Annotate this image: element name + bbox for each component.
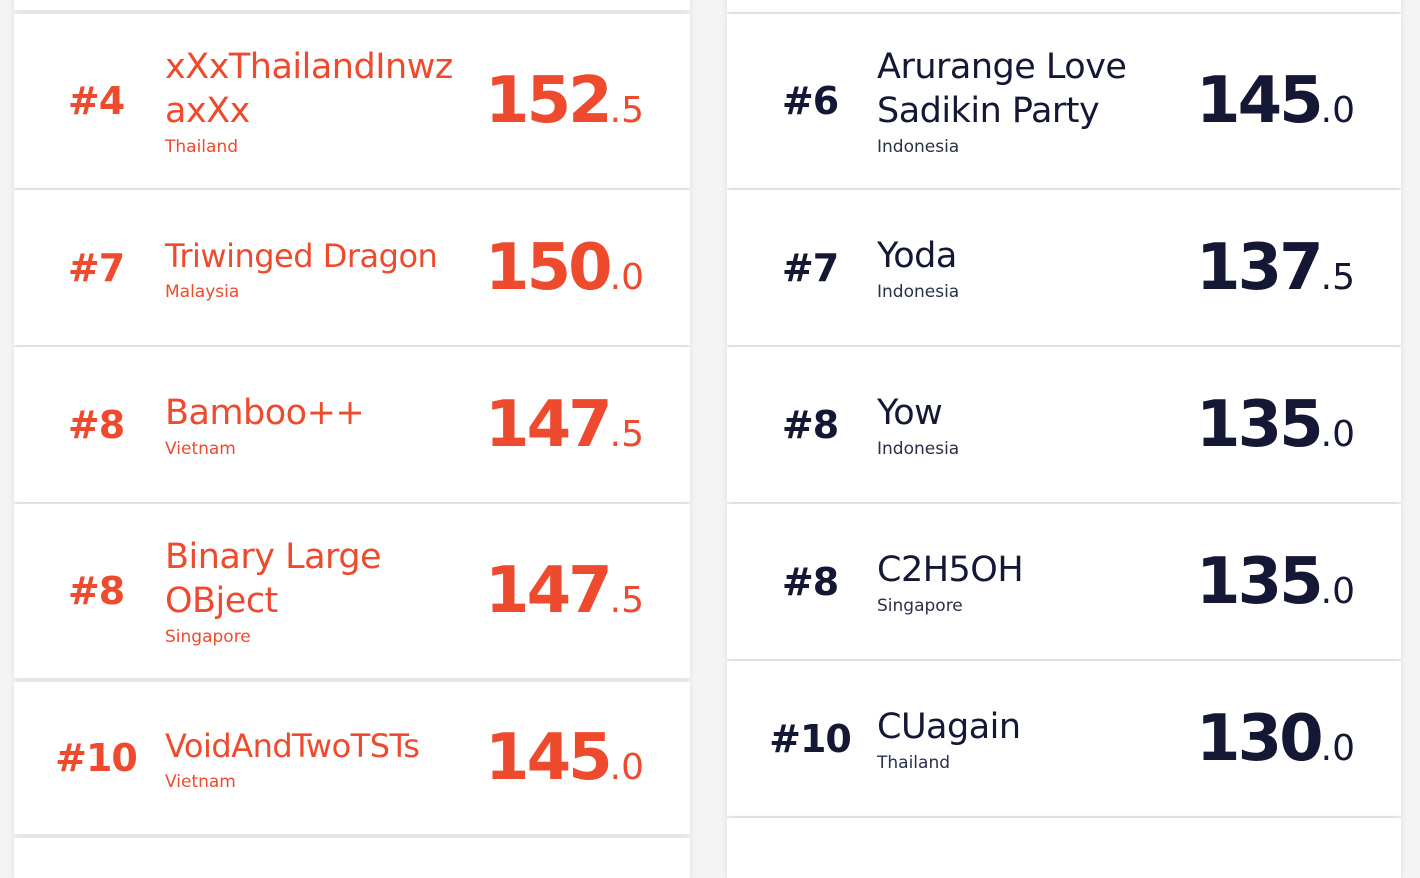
team-name: CUagain: [877, 706, 1021, 747]
score: 137.5: [1196, 236, 1355, 300]
team-info: Binary Large OBject Singapore: [165, 535, 485, 647]
team-country: Indonesia: [877, 281, 960, 302]
leaderboard-row: #10 VoidAndTwoTSTs Vietnam 145.0: [14, 682, 690, 834]
team-country: Indonesia: [877, 438, 960, 459]
leaderboard-row: #7 Yoda Indonesia 137.5: [727, 190, 1401, 345]
score: 135.0: [1196, 393, 1355, 457]
team-country: Thailand: [165, 137, 239, 157]
leaderboard-row: #8 Binary Large OBject Singapore 147.5: [14, 504, 690, 678]
score: 145.0: [485, 726, 644, 790]
rank-label: #8: [67, 569, 125, 613]
score-decimal: .0: [1320, 727, 1355, 769]
team-info: xXxThailandInwz axXx Thailand: [165, 45, 485, 157]
team-name: VoidAndTwoTSTs: [165, 727, 420, 765]
score-decimal: .5: [609, 90, 644, 131]
rank-label: #6: [781, 79, 839, 123]
leaderboard-row: #7 Triwinged Dragon Malaysia 150.0: [14, 190, 690, 345]
leaderboard-row: #10 CUagain Thailand 130.0: [727, 661, 1401, 816]
team-name: Yoda: [877, 235, 957, 276]
team-country: Singapore: [165, 627, 251, 647]
score-integer: 152: [485, 64, 613, 138]
team-name: Bamboo++: [165, 392, 365, 433]
rank-label: #7: [781, 245, 839, 290]
rank-label: #8: [781, 402, 839, 447]
team-country: Malaysia: [165, 281, 240, 302]
team-info: Triwinged Dragon Malaysia: [165, 234, 485, 302]
score-integer: 137: [1196, 230, 1324, 305]
team-info: Bamboo++ Vietnam: [165, 391, 485, 459]
score: 150.0: [485, 236, 644, 300]
score-integer: 150: [485, 230, 613, 305]
score-decimal: .0: [1320, 90, 1355, 131]
score-integer: 130: [1196, 701, 1324, 776]
score: 152.5: [485, 69, 644, 133]
score-decimal: .5: [609, 413, 644, 455]
score-decimal: .0: [609, 256, 644, 298]
leaderboard-card-partial: [14, 0, 690, 10]
rank-label: #7: [67, 245, 125, 290]
score-integer: 135: [1196, 544, 1324, 619]
score-integer: 147: [485, 387, 613, 462]
leaderboard-row: #8 Yow Indonesia 135.0: [727, 347, 1401, 502]
team-country: Vietnam: [165, 438, 236, 459]
score-decimal: .0: [609, 747, 644, 788]
team-info: Arurange Love Sadikin Party Indonesia: [877, 45, 1197, 157]
team-info: CUagain Thailand: [877, 705, 1197, 773]
score-decimal: .0: [1320, 413, 1355, 455]
leaderboard-row: #8 Bamboo++ Vietnam 147.5: [14, 347, 690, 502]
team-name: Yow: [877, 392, 943, 433]
score-decimal: .5: [1320, 256, 1355, 298]
score: 147.5: [485, 559, 644, 623]
leaderboard-card-partial: [14, 838, 690, 878]
rank-label: #8: [781, 559, 839, 604]
right-leaderboard: #6 Arurange Love Sadikin Party Indonesia…: [727, 0, 1401, 878]
team-info: Yoda Indonesia: [877, 234, 1197, 302]
team-name: C2H5OH: [877, 549, 1024, 590]
rank-label: #10: [55, 736, 138, 780]
score-integer: 145: [1196, 64, 1324, 138]
team-name: Triwinged Dragon: [165, 236, 438, 275]
team-info: Yow Indonesia: [877, 391, 1197, 459]
team-info: VoidAndTwoTSTs Vietnam: [165, 724, 485, 792]
rank-label: #4: [67, 79, 125, 123]
score: 135.0: [1196, 550, 1355, 614]
rank-label: #8: [67, 402, 125, 447]
team-country: Singapore: [877, 595, 963, 616]
leaderboard-row: #6 Arurange Love Sadikin Party Indonesia…: [727, 14, 1401, 188]
score: 145.0: [1196, 69, 1355, 133]
team-country: Vietnam: [165, 772, 236, 792]
score: 147.5: [485, 393, 644, 457]
team-country: Indonesia: [877, 137, 960, 157]
leaderboard-row: #4 xXxThailandInwz axXx Thailand 152.5: [14, 14, 690, 188]
score: 130.0: [1196, 707, 1355, 771]
team-name: Arurange Love Sadikin Party: [877, 47, 1127, 131]
team-info: C2H5OH Singapore: [877, 548, 1197, 616]
score-integer: 147: [485, 554, 613, 628]
team-name: Binary Large OBject: [165, 537, 382, 621]
score-integer: 145: [485, 721, 613, 795]
score-decimal: .5: [609, 580, 644, 621]
leaderboard-row: #8 C2H5OH Singapore 135.0: [727, 504, 1401, 659]
rank-label: #10: [769, 716, 852, 761]
team-country: Thailand: [877, 752, 951, 773]
leaderboard-card-partial: [727, 818, 1401, 878]
team-name: xXxThailandInwz axXx: [165, 47, 453, 131]
left-leaderboard: #4 xXxThailandInwz axXx Thailand 152.5 #…: [14, 0, 690, 878]
leaderboard-card-partial: [727, 0, 1401, 12]
score-decimal: .0: [1320, 570, 1355, 612]
score-integer: 135: [1196, 387, 1324, 462]
